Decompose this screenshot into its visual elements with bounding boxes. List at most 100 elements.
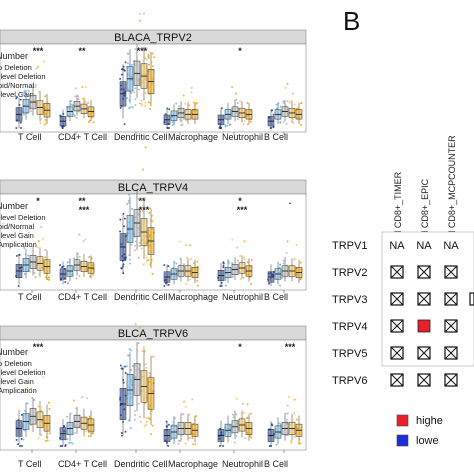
outlier-point	[143, 12, 146, 15]
category-group	[267, 82, 303, 129]
outlier-point	[185, 244, 188, 247]
data-point	[66, 282, 69, 285]
data-point	[122, 263, 125, 266]
data-point	[124, 430, 127, 433]
cross-line	[417, 292, 431, 306]
data-point	[63, 425, 66, 428]
data-point	[134, 48, 137, 51]
boxplot-panel-3: BLCA_TRPV6 Number p Deletion-level Deletio…	[0, 302, 307, 469]
legend-title: Number	[0, 347, 28, 357]
data-point	[140, 102, 143, 105]
data-point	[43, 123, 46, 126]
data-point	[277, 102, 280, 105]
data-point	[179, 118, 182, 121]
data-point	[222, 261, 225, 264]
data-point	[20, 127, 23, 129]
category-label: Dendritic Cell	[114, 292, 168, 302]
category-label: Dendritic Cell	[114, 459, 168, 469]
data-point	[82, 411, 85, 414]
data-point	[27, 89, 30, 92]
category-group	[119, 12, 155, 126]
data-point	[34, 85, 37, 88]
na-cross-cell	[390, 265, 404, 279]
data-point	[30, 83, 33, 86]
data-point	[18, 103, 21, 106]
na-cross-cell	[417, 292, 431, 306]
data-point	[88, 119, 91, 122]
data-point	[46, 439, 49, 442]
data-point	[224, 125, 227, 128]
data-point	[30, 110, 33, 113]
data-point	[88, 256, 91, 259]
data-point	[140, 420, 143, 423]
data-point	[173, 122, 176, 125]
data-point	[178, 440, 181, 443]
data-point	[69, 441, 72, 444]
cross-line	[417, 373, 431, 387]
data-point	[143, 52, 146, 55]
data-point	[142, 60, 145, 63]
data-point	[171, 121, 174, 124]
legend-entry: -level Deletion	[0, 213, 46, 222]
data-point	[286, 412, 289, 415]
significance-label: .	[289, 196, 292, 206]
category-group	[163, 86, 199, 129]
significance-label: ***	[285, 342, 296, 352]
data-point	[178, 105, 181, 108]
cross-line	[417, 265, 431, 279]
data-point	[134, 87, 137, 90]
data-point	[219, 127, 222, 129]
data-point	[170, 438, 173, 441]
data-point	[77, 97, 80, 100]
data-point	[284, 412, 287, 415]
outlier-point	[284, 86, 287, 89]
data-point	[188, 413, 191, 416]
outlier-point	[235, 93, 238, 96]
na-cross-cell	[390, 292, 404, 306]
data-point	[145, 58, 148, 61]
data-point	[122, 420, 125, 423]
data-point	[226, 259, 229, 262]
outlier-point	[295, 243, 298, 246]
data-point	[34, 83, 37, 86]
data-point	[76, 256, 79, 259]
data-point	[272, 113, 275, 116]
category-label: T Cell	[18, 292, 41, 302]
data-point	[141, 209, 144, 212]
data-point	[128, 258, 131, 261]
data-point	[121, 265, 124, 268]
row-label: TRPV4	[332, 321, 367, 333]
outlier-point	[231, 238, 234, 241]
data-point	[38, 90, 41, 93]
data-point	[130, 369, 133, 372]
data-point	[282, 262, 285, 265]
data-point	[15, 254, 18, 257]
data-point	[45, 273, 48, 276]
data-point	[180, 124, 183, 127]
data-point	[119, 106, 122, 109]
data-point	[293, 258, 296, 261]
panel-b: B T cell CD8+_TIMER T cell CD8+_EPIC T cell…	[332, 6, 474, 447]
data-point	[84, 430, 87, 433]
data-point	[286, 100, 289, 103]
data-point	[18, 253, 21, 256]
na-cross-cell	[417, 265, 431, 279]
data-point	[284, 104, 287, 107]
outlier-point	[231, 85, 234, 88]
data-point	[71, 104, 74, 107]
data-point	[128, 254, 131, 257]
outlier-point	[86, 397, 89, 400]
na-cross-cell	[417, 373, 431, 387]
outlier-point	[286, 82, 289, 85]
data-point	[220, 281, 223, 284]
data-point	[300, 102, 303, 105]
data-point	[38, 408, 41, 411]
data-point	[122, 381, 125, 384]
category-label: Neutrophil	[222, 292, 263, 302]
data-point	[148, 375, 151, 378]
data-point	[44, 249, 47, 252]
data-point	[128, 99, 131, 102]
cross-line	[444, 319, 458, 333]
data-point	[167, 283, 170, 286]
significance-label: ***	[33, 46, 44, 56]
